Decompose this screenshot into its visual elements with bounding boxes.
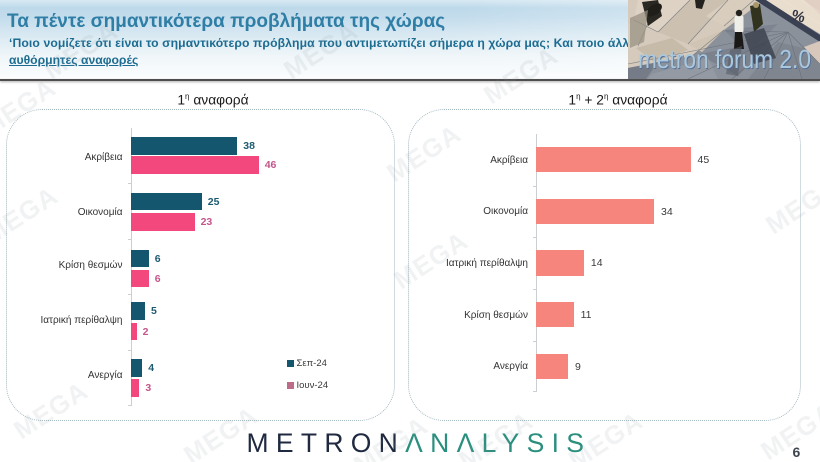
- svg-text:metron forum 2.0: metron forum 2.0: [639, 45, 812, 75]
- svg-text:metron forum 2.0: metron forum 2.0: [638, 44, 811, 74]
- svg-text:%: %: [790, 7, 807, 27]
